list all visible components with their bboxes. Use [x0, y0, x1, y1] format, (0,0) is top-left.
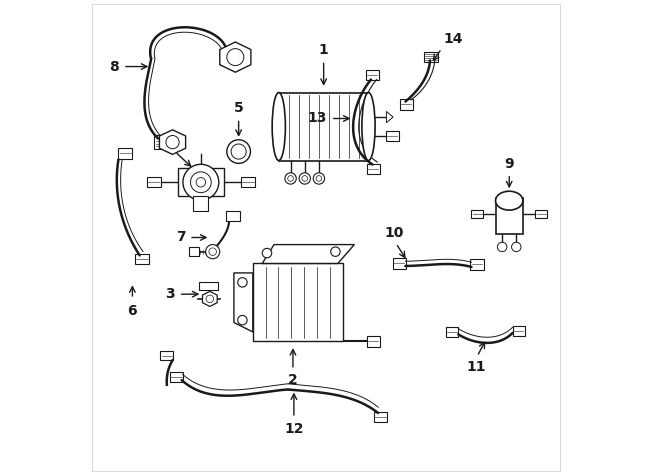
Bar: [471, 259, 484, 270]
Circle shape: [206, 295, 214, 303]
Circle shape: [227, 140, 250, 163]
Bar: [374, 412, 387, 422]
Circle shape: [238, 315, 247, 325]
Circle shape: [183, 164, 219, 200]
Bar: [446, 327, 458, 337]
Circle shape: [227, 48, 244, 66]
Polygon shape: [262, 245, 354, 264]
Text: 4: 4: [168, 135, 177, 149]
Circle shape: [285, 173, 296, 184]
Text: 1: 1: [319, 43, 329, 57]
Circle shape: [262, 248, 272, 258]
Text: 8: 8: [110, 59, 119, 74]
Bar: [366, 164, 380, 174]
Circle shape: [512, 242, 521, 252]
Polygon shape: [387, 112, 393, 123]
Text: 7: 7: [175, 230, 185, 245]
Bar: [135, 254, 149, 264]
Ellipse shape: [272, 93, 286, 161]
Circle shape: [288, 176, 293, 181]
Circle shape: [231, 144, 246, 159]
Circle shape: [166, 135, 179, 149]
Bar: [535, 209, 547, 218]
Polygon shape: [220, 42, 251, 72]
Circle shape: [190, 172, 211, 193]
Ellipse shape: [496, 191, 523, 210]
Bar: [220, 49, 239, 65]
Bar: [471, 209, 483, 218]
Circle shape: [205, 245, 220, 259]
Bar: [424, 52, 438, 62]
Bar: [200, 282, 218, 290]
Text: 9: 9: [505, 157, 514, 171]
Circle shape: [238, 278, 247, 287]
Bar: [193, 197, 209, 210]
Text: 12: 12: [284, 422, 304, 436]
Bar: [385, 131, 399, 141]
Bar: [496, 198, 523, 234]
Text: 11: 11: [466, 360, 486, 374]
Bar: [226, 210, 240, 221]
Bar: [393, 258, 406, 269]
Circle shape: [313, 173, 325, 184]
Bar: [366, 70, 379, 80]
Polygon shape: [253, 264, 342, 342]
Bar: [147, 177, 161, 188]
Polygon shape: [203, 291, 217, 306]
Bar: [154, 135, 172, 149]
Circle shape: [302, 176, 308, 181]
Bar: [400, 99, 413, 110]
Bar: [366, 336, 380, 347]
Circle shape: [331, 247, 340, 256]
Text: 5: 5: [234, 101, 243, 115]
Circle shape: [497, 242, 507, 252]
Text: 14: 14: [443, 32, 463, 46]
Bar: [241, 177, 255, 188]
Bar: [279, 93, 368, 161]
Text: 6: 6: [128, 304, 137, 318]
Bar: [189, 247, 200, 256]
Bar: [512, 326, 525, 336]
Circle shape: [196, 178, 205, 187]
Ellipse shape: [362, 93, 375, 161]
Bar: [178, 168, 224, 197]
Polygon shape: [234, 273, 253, 332]
Text: 3: 3: [165, 287, 175, 301]
Text: 2: 2: [288, 373, 298, 388]
Circle shape: [209, 248, 216, 256]
Polygon shape: [160, 130, 186, 154]
Bar: [170, 372, 183, 382]
Circle shape: [316, 176, 321, 181]
Text: 10: 10: [385, 226, 404, 240]
Circle shape: [299, 173, 310, 184]
Bar: [118, 148, 132, 159]
Bar: [160, 351, 173, 360]
Text: 13: 13: [308, 112, 327, 125]
